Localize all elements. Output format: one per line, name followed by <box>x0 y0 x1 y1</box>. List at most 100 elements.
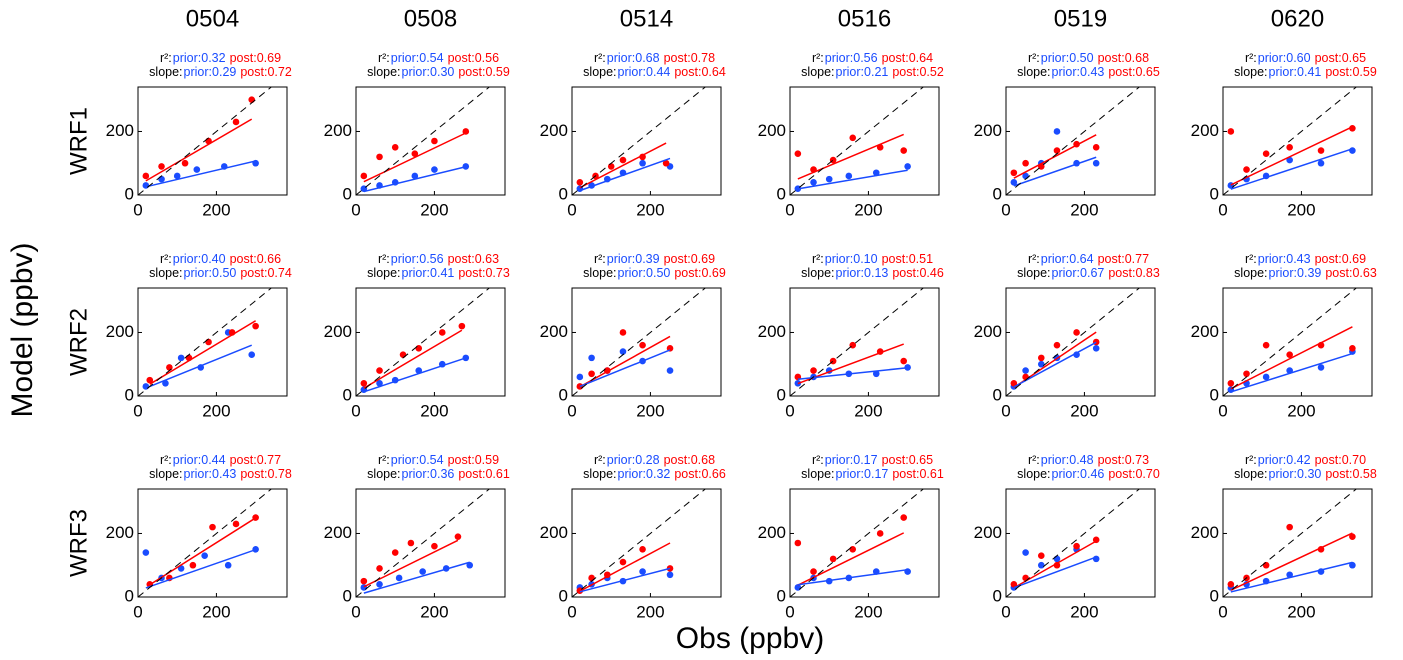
x-tick-label: 200 <box>420 200 448 219</box>
point <box>845 172 853 180</box>
fit-line <box>363 539 459 588</box>
stat-name: post: <box>664 252 691 266</box>
stat-name: post: <box>1325 65 1352 79</box>
stat-value: 0.30 <box>430 65 454 79</box>
x-tick-label: 200 <box>1070 602 1098 621</box>
point <box>588 370 595 378</box>
point <box>619 156 627 164</box>
stat-label: slope: <box>367 65 400 79</box>
point <box>252 546 259 553</box>
point <box>181 159 189 167</box>
stat-label: slope: <box>149 467 182 481</box>
stat-value: 0.43 <box>1080 65 1104 79</box>
point <box>1349 533 1356 540</box>
stat-label: r²: <box>160 453 172 467</box>
stat-annotation: slope:prior:0.50 post:0.69 <box>583 266 726 280</box>
stat-name: post: <box>240 266 267 280</box>
stat-label: r²: <box>1245 252 1257 266</box>
point <box>872 370 880 378</box>
x-tick-label: 0 <box>1218 602 1227 621</box>
stat-name: post: <box>1108 467 1135 481</box>
stat-name: prior: <box>1269 266 1297 280</box>
stat-name: post: <box>882 51 909 65</box>
point <box>900 514 908 521</box>
point <box>411 150 419 158</box>
stat-name: prior: <box>1269 65 1297 79</box>
stat-label: slope: <box>1234 467 1267 481</box>
point <box>376 580 383 588</box>
fit-line <box>1230 561 1353 593</box>
x-tick-label: 200 <box>636 200 664 219</box>
x-tick-label: 200 <box>1070 401 1098 420</box>
point <box>607 163 615 170</box>
stat-name: prior: <box>402 65 430 79</box>
point <box>232 520 240 528</box>
axes-box <box>137 287 288 397</box>
point <box>1227 379 1235 387</box>
point <box>146 376 154 384</box>
point <box>794 150 802 158</box>
y-tick-label: 0 <box>1210 385 1219 404</box>
stat-annotation: r²:prior:0.56 post:0.63 <box>378 252 499 266</box>
stat-value: 0.41 <box>1297 65 1321 79</box>
point <box>189 561 197 569</box>
stat-value: 0.43 <box>212 467 236 481</box>
stat-name: prior: <box>184 65 212 79</box>
point <box>1317 159 1325 167</box>
stat-value: 0.56 <box>853 51 877 65</box>
fit-line <box>579 567 671 593</box>
point <box>232 118 240 126</box>
point <box>201 552 208 560</box>
point <box>639 159 646 167</box>
column-title: 0504 <box>186 5 239 32</box>
point <box>419 568 426 575</box>
stat-annotation: slope:prior:0.46 post:0.70 <box>1017 467 1160 481</box>
stat-name: post: <box>448 453 475 467</box>
stat-label: slope: <box>1234 65 1267 79</box>
point <box>158 163 165 170</box>
stat-value: 0.40 <box>201 252 225 266</box>
stat-label: r²: <box>812 51 824 65</box>
fit-line <box>1013 134 1097 179</box>
point <box>666 571 674 579</box>
point <box>1073 329 1080 336</box>
axes-box <box>1222 287 1373 397</box>
stat-value: 0.69 <box>257 51 281 65</box>
stat-value: 0.63 <box>475 252 499 266</box>
stat-name: post: <box>1098 453 1125 467</box>
stat-name: post: <box>892 65 919 79</box>
y-tick-label: 0 <box>993 184 1002 203</box>
x-tick-label: 0 <box>1218 200 1227 219</box>
point <box>849 134 857 142</box>
point <box>458 322 466 330</box>
point <box>619 329 627 336</box>
stat-value: 0.39 <box>635 252 659 266</box>
stat-name: prior: <box>184 467 212 481</box>
fit-line <box>1013 341 1097 388</box>
stat-label: r²: <box>378 51 390 65</box>
point <box>1037 354 1045 362</box>
y-tick-label: 200 <box>324 121 352 140</box>
x-tick-label: 200 <box>636 602 664 621</box>
x-tick-label: 0 <box>567 401 576 420</box>
point <box>904 163 911 170</box>
stat-annotation: r²:prior:0.17 post:0.65 <box>812 453 933 467</box>
point <box>849 546 857 553</box>
x-tick-label: 200 <box>202 401 230 420</box>
stat-name: post: <box>1315 51 1342 65</box>
fit-line <box>579 335 671 388</box>
point <box>173 172 181 180</box>
stat-annotation: r²:prior:0.32 post:0.69 <box>160 51 281 65</box>
point <box>248 96 256 104</box>
stat-label: slope: <box>801 266 834 280</box>
point <box>462 163 470 170</box>
stat-value: 0.50 <box>1069 51 1093 65</box>
stat-value: 0.77 <box>1125 252 1149 266</box>
point <box>872 169 880 177</box>
stat-value: 0.56 <box>475 51 499 65</box>
axes-box <box>571 488 722 598</box>
stat-name: post: <box>230 252 257 266</box>
point <box>1262 561 1270 569</box>
